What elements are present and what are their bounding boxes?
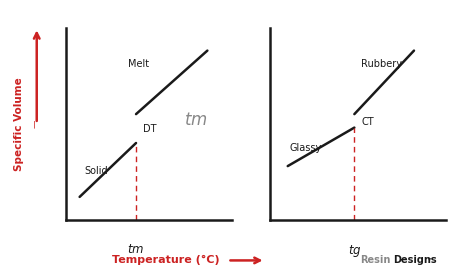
Text: Solid: Solid xyxy=(84,166,108,176)
Text: Glassy: Glassy xyxy=(290,143,322,153)
Text: Specific Volume: Specific Volume xyxy=(14,77,24,170)
Text: —: — xyxy=(31,120,40,128)
Text: Resin: Resin xyxy=(360,255,391,265)
Text: DT: DT xyxy=(143,124,156,134)
Text: CT: CT xyxy=(361,117,374,127)
Text: Designs: Designs xyxy=(393,255,437,265)
Text: ™: ™ xyxy=(427,257,434,263)
Text: Temperature (°C): Temperature (°C) xyxy=(112,255,220,265)
Text: $tm$: $tm$ xyxy=(128,243,145,256)
Text: Rubbery: Rubbery xyxy=(361,59,402,69)
Text: $tm$: $tm$ xyxy=(184,111,208,129)
Text: Melt: Melt xyxy=(128,59,149,69)
Text: $tg$: $tg$ xyxy=(347,243,361,259)
